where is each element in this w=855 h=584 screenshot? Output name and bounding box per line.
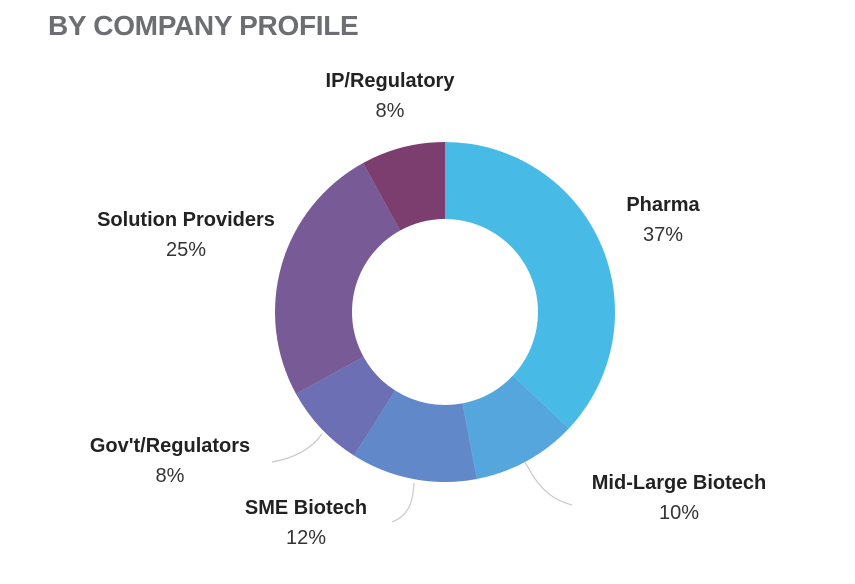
slice-value-gov-t-regulators: 8% bbox=[156, 465, 185, 487]
slice-label-gov-t-regulators: Gov't/Regulators bbox=[90, 435, 250, 457]
slice-label-sme-biotech: SME Biotech bbox=[245, 497, 367, 519]
slice-value-mid-large-biotech: 10% bbox=[659, 502, 699, 524]
slice-value-pharma: 37% bbox=[643, 224, 683, 246]
leader-line bbox=[271, 433, 323, 463]
slice-sme-biotech bbox=[353, 390, 477, 482]
slice-label-ip-regulatory: IP/Regulatory bbox=[326, 70, 456, 92]
slice-gov-t-regulators bbox=[296, 356, 396, 456]
slice-mid-large-biotech bbox=[462, 375, 569, 479]
slice-label-mid-large-biotech: Mid-Large Biotech bbox=[592, 472, 766, 494]
leader-line bbox=[524, 461, 573, 506]
slice-pharma bbox=[445, 142, 616, 429]
slice-value-solution-providers: 25% bbox=[166, 239, 206, 261]
chart-title: BY COMPANY PROFILE bbox=[48, 10, 359, 41]
slice-value-ip-regulatory: 8% bbox=[376, 100, 405, 122]
slice-value-sme-biotech: 12% bbox=[286, 527, 326, 549]
slice-label-solution-providers: Solution Providers bbox=[97, 209, 275, 231]
slice-label-pharma: Pharma bbox=[626, 194, 700, 216]
slice-solution-providers bbox=[275, 163, 401, 394]
slice-ip-regulatory bbox=[363, 142, 445, 231]
leader-line bbox=[391, 482, 415, 523]
